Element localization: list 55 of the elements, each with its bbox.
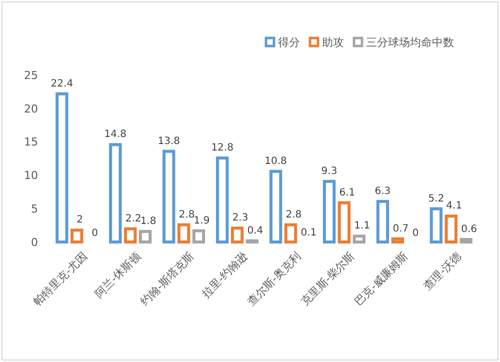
bar	[269, 170, 282, 244]
bar	[162, 150, 176, 244]
bar	[376, 200, 390, 244]
y-tick-label: 20	[24, 102, 38, 116]
data-label: 2.3	[232, 212, 248, 224]
data-label: 9.3	[321, 166, 338, 177]
bar	[322, 180, 336, 244]
data-label: 6.3	[374, 186, 391, 197]
legend-label: 助攻	[322, 36, 344, 49]
data-label: 22.4	[50, 78, 74, 90]
y-tick-label: 10	[24, 169, 38, 182]
y-tick-label: 5	[31, 202, 38, 216]
bar	[56, 92, 68, 244]
data-label: 4.1	[446, 200, 462, 212]
data-label: 0.7	[392, 223, 409, 234]
bar	[352, 234, 366, 244]
data-label: 2	[76, 214, 84, 226]
y-tick-label: 25	[24, 68, 38, 82]
bar	[444, 214, 458, 244]
bar	[430, 207, 443, 244]
data-label: 0.6	[461, 224, 478, 235]
data-label: 1.1	[354, 220, 370, 232]
bar	[216, 156, 229, 244]
y-tick-label: 0	[31, 236, 38, 249]
data-label: 10.8	[264, 156, 287, 167]
bar	[138, 230, 152, 244]
bar	[284, 223, 298, 244]
y-tick-label: 15	[24, 136, 38, 149]
data-label: 6.1	[339, 187, 356, 198]
bar	[391, 237, 404, 244]
data-label: 14.8	[104, 129, 127, 140]
bar	[338, 201, 351, 244]
data-label: 0.1	[300, 227, 317, 238]
bar	[460, 238, 472, 244]
data-label: 2.8	[178, 209, 195, 220]
data-label: 12.8	[211, 142, 234, 154]
legend-label: 三分球场均命中数	[366, 36, 454, 49]
bar	[230, 226, 244, 244]
bar	[124, 227, 137, 244]
bar	[177, 223, 190, 244]
data-label: 0	[92, 228, 98, 239]
legend-label: 得分	[278, 36, 300, 49]
data-label: 1.8	[140, 216, 156, 227]
bar	[70, 228, 84, 244]
bar	[192, 229, 206, 244]
data-label: 0	[412, 228, 419, 239]
bar	[109, 143, 122, 244]
data-label: 0.4	[247, 225, 264, 236]
data-label: 5.2	[428, 193, 444, 204]
data-label: 13.8	[158, 136, 180, 147]
data-label: 1.9	[194, 215, 210, 226]
data-label: 2.8	[286, 209, 302, 220]
x-tick-label: 帕特里克-尤因	[31, 250, 90, 308]
data-label: 2.2	[125, 213, 142, 224]
x-tick-label: 查理-沃德	[420, 250, 464, 293]
